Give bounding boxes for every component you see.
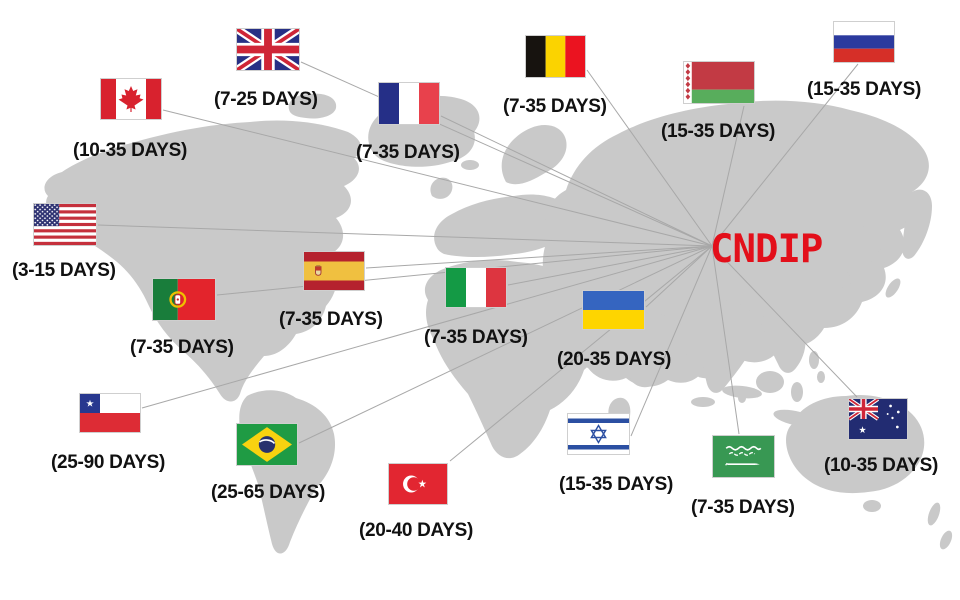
flag-russia-icon [833,21,895,63]
connector-line [645,245,713,308]
flag-australia-icon [848,398,908,440]
brand-name: CNDIP [710,227,823,272]
flag-belgium-icon [525,35,586,78]
shipping-days-chile: (25-90 DAYS) [51,452,165,473]
flag-ukraine-icon [582,290,645,330]
shipping-days-ukraine: (20-35 DAYS) [557,349,671,370]
flag-france-icon [378,82,440,125]
connector-line [630,245,713,437]
connector-line [365,245,713,269]
connector-line [298,245,713,444]
flag-brazil-icon [236,423,298,466]
shipping-days-saudi-arabia: (7-35 DAYS) [691,497,795,518]
connector-line [449,245,713,462]
shipping-days-italy: (7-35 DAYS) [424,327,528,348]
flag-israel-icon [567,413,630,455]
connector-line [711,63,859,247]
flag-uk-icon [236,28,300,71]
connector-line [97,224,713,247]
shipping-days-turkey: (20-40 DAYS) [359,520,473,541]
flag-saudi-arabia-icon [712,435,775,478]
shipping-days-france: (7-35 DAYS) [356,142,460,163]
continents [44,93,953,554]
connector-line [711,105,745,247]
shipping-days-usa: (3-15 DAYS) [12,260,116,281]
shipping-days-brazil: (25-65 DAYS) [211,482,325,503]
flag-chile-icon [79,393,141,433]
flag-portugal-icon [152,278,216,321]
shipping-days-portugal: (7-35 DAYS) [130,337,234,358]
shipping-days-uk: (7-25 DAYS) [214,89,318,110]
shipping-days-canada: (10-35 DAYS) [73,140,187,161]
connector-line [711,245,858,398]
connector-line [300,61,713,247]
connector-line [440,115,713,247]
connector-line [711,245,740,435]
flag-italy-icon [445,267,507,308]
flag-turkey-icon [388,463,448,505]
shipping-days-russia: (15-35 DAYS) [807,79,921,100]
flag-spain-icon [303,251,365,291]
flag-belarus-icon [683,61,755,104]
connector-line [162,109,713,247]
connector-lines [97,61,859,462]
flag-canada-icon [100,78,162,120]
shipping-days-belarus: (15-35 DAYS) [661,121,775,142]
shipping-days-spain: (7-35 DAYS) [279,309,383,330]
shipping-days-australia: (10-35 DAYS) [824,455,938,476]
connector-line [141,245,713,409]
shipping-days-israel: (15-35 DAYS) [559,474,673,495]
connector-line [586,69,713,247]
shipping-days-belgium: (7-35 DAYS) [503,96,607,117]
flag-usa-icon [33,203,97,246]
connector-line [507,245,713,286]
